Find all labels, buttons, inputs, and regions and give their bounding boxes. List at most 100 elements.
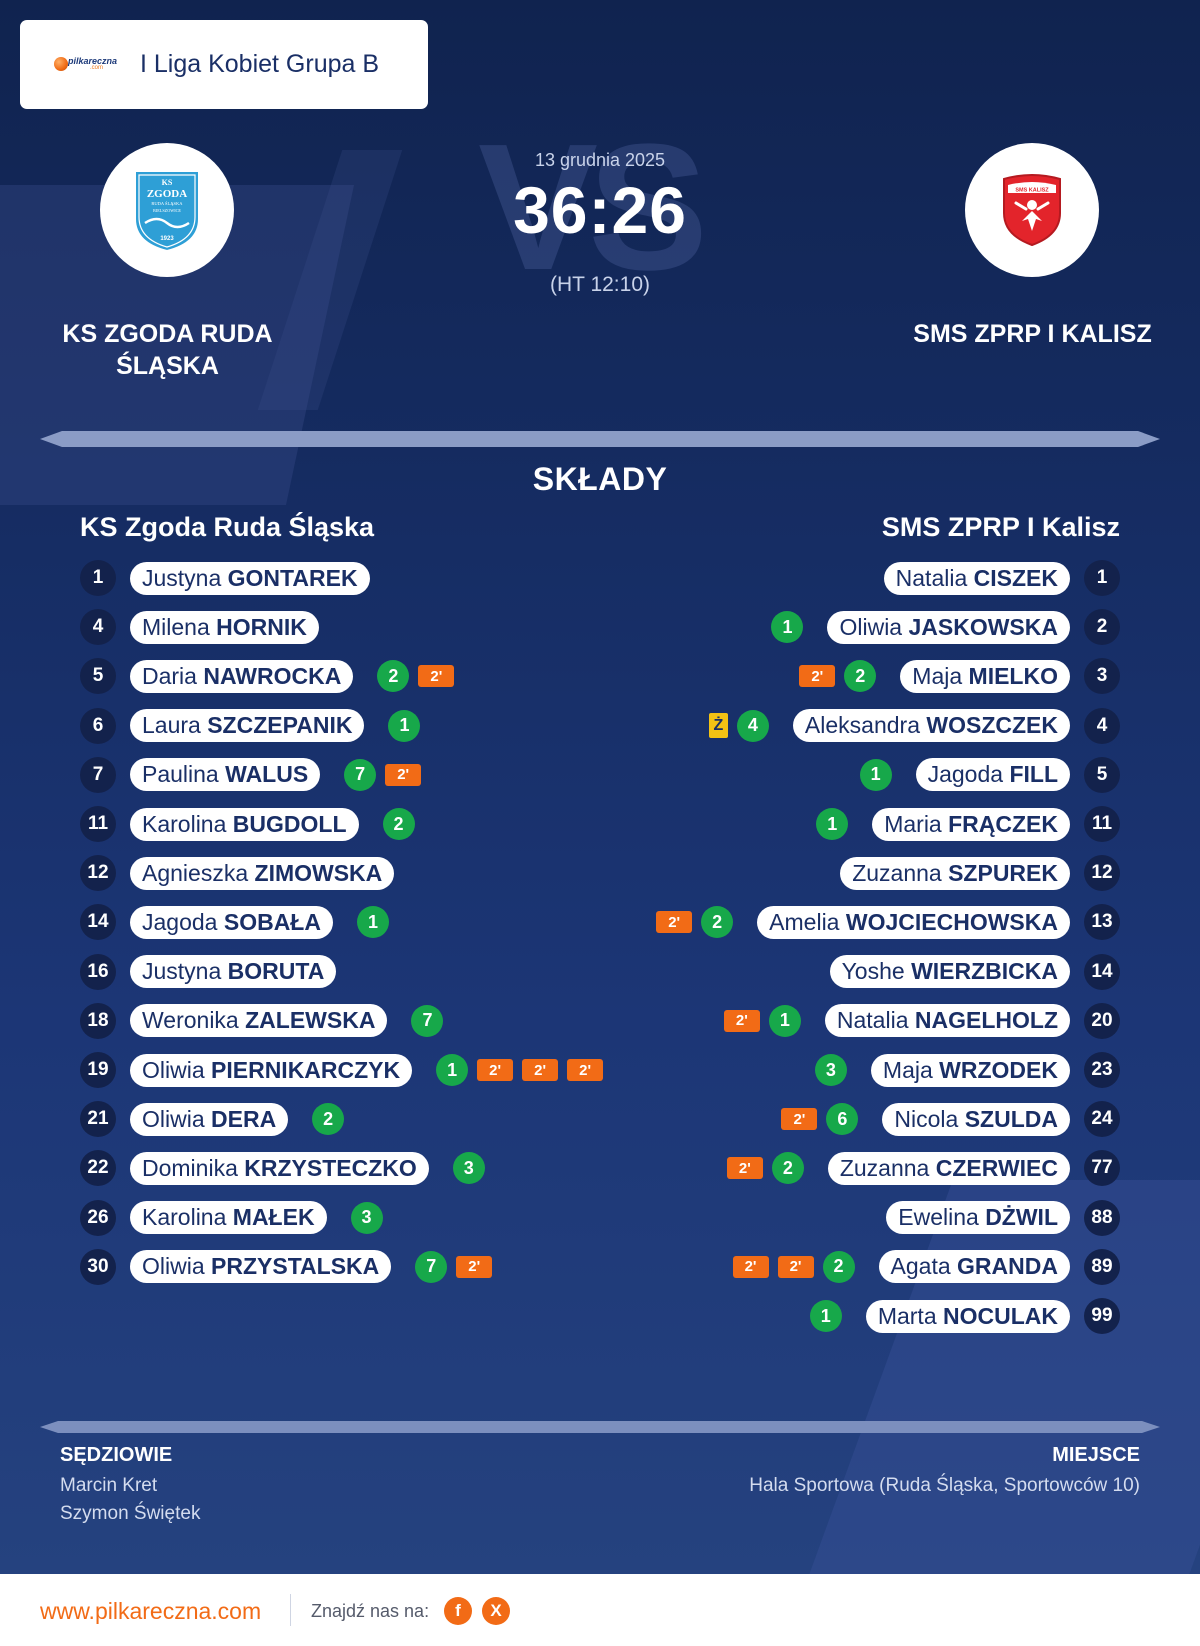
player-name[interactable]: Aleksandra WOSZCZEK <box>792 709 1070 743</box>
player-name[interactable]: Marta NOCULAK <box>865 1299 1070 1333</box>
away-player-row[interactable]: 11 Maria FRĄCZEK 1 <box>816 806 1120 842</box>
player-name[interactable]: Oliwia PRZYSTALSKA <box>130 1250 392 1284</box>
away-player-row[interactable]: 13 Amelia WOJCIECHOWSKA 2 2' <box>656 904 1120 941</box>
player-events: 2 2' <box>656 906 734 939</box>
player-name[interactable]: Weronika ZALEWSKA <box>130 1004 388 1038</box>
player-first-name: Maja <box>912 662 963 689</box>
player-name[interactable]: Jagoda SOBAŁA <box>130 905 333 939</box>
home-player-row[interactable]: 6 Laura SZCZEPANIK 1 <box>80 707 421 744</box>
away-player-row[interactable]: 3 Maja MIELKO 2 2' <box>799 658 1120 695</box>
player-last-name: NOCULAK <box>943 1302 1058 1329</box>
player-name[interactable]: Ewelina DŻWIL <box>886 1201 1070 1235</box>
home-player-row[interactable]: 14 Jagoda SOBAŁA 1 <box>80 904 389 941</box>
player-events: 1 <box>816 808 849 840</box>
away-player-row[interactable]: 24 Nicola SZULDA 6 2' <box>781 1101 1120 1138</box>
away-player-row[interactable]: 2 Oliwia JASKOWSKA 1 <box>771 609 1120 646</box>
home-player-row[interactable]: 18 Weronika ZALEWSKA 7 <box>80 1002 444 1039</box>
away-player-row[interactable]: 89 Agata GRANDA 2 2' 2' <box>732 1248 1120 1285</box>
player-last-name: NAGELHOLZ <box>914 1007 1058 1034</box>
player-name[interactable]: Zuzanna SZPUREK <box>840 856 1070 890</box>
player-name[interactable]: Karolina BUGDOLL <box>130 807 359 841</box>
x-icon[interactable]: X <box>482 1597 510 1625</box>
player-name[interactable]: Nicola SZULDA <box>882 1102 1070 1136</box>
brand-logo[interactable]: pilkareczna .com <box>54 54 120 76</box>
away-player-row[interactable]: 1 Natalia CISZEK <box>883 560 1120 596</box>
goals-badge: 3 <box>452 1152 485 1185</box>
home-player-row[interactable]: 16 Justyna BORUTA <box>80 953 337 990</box>
player-name[interactable]: Maja MIELKO <box>900 659 1070 693</box>
ball-icon <box>54 57 68 71</box>
player-last-name: SZPUREK <box>948 859 1058 886</box>
facebook-icon[interactable]: f <box>444 1597 472 1625</box>
player-events: 2 2' 2' <box>732 1250 855 1283</box>
away-player-row[interactable]: 23 Maja WRZODEK 3 <box>814 1052 1120 1088</box>
home-player-row[interactable]: 4 Milena HORNIK <box>80 609 319 646</box>
player-name[interactable]: Maria FRĄCZEK <box>872 807 1070 841</box>
away-player-row[interactable]: 12 Zuzanna SZPUREK <box>840 855 1120 892</box>
player-first-name: Justyna <box>142 958 222 985</box>
player-last-name: BUGDOLL <box>232 810 347 837</box>
player-first-name: Weronika <box>142 1007 239 1034</box>
player-name[interactable]: Agata GRANDA <box>878 1250 1070 1284</box>
player-name[interactable]: Zuzanna CZERWIEC <box>827 1151 1070 1185</box>
player-name[interactable]: Daria NAWROCKA <box>130 659 354 693</box>
away-crest-icon: SMS KALISZ <box>1003 174 1061 247</box>
goals-badge: 4 <box>736 709 769 742</box>
home-player-row[interactable]: 22 Dominika KRZYSTECZKO 3 <box>80 1150 485 1187</box>
home-player-row[interactable]: 21 Oliwia DERA 2 <box>80 1101 345 1138</box>
player-name[interactable]: Maja WRZODEK <box>870 1053 1070 1087</box>
player-name[interactable]: Jagoda FILL <box>915 758 1070 792</box>
player-number: 19 <box>80 1052 116 1088</box>
player-last-name: WALUS <box>225 761 309 788</box>
player-last-name: DŻWIL <box>985 1204 1058 1231</box>
player-name[interactable]: Justyna BORUTA <box>130 955 337 989</box>
player-first-name: Natalia <box>836 1007 909 1034</box>
player-name[interactable]: Natalia CISZEK <box>883 561 1070 595</box>
suspension-badge: 2' <box>567 1059 604 1081</box>
player-last-name: WIERZBICKA <box>911 958 1058 985</box>
home-player-row[interactable]: 26 Karolina MAŁEK 3 <box>80 1199 383 1236</box>
player-events: 2 2' <box>377 660 455 693</box>
player-last-name: ZIMOWSKA <box>254 859 383 886</box>
site-url-link[interactable]: www.pilkareczna.com <box>40 1598 262 1624</box>
player-first-name: Ewelina <box>898 1204 979 1231</box>
player-name[interactable]: Oliwia JASKOWSKA <box>827 610 1070 644</box>
player-events: 1 2' <box>723 1004 801 1037</box>
home-logo-line-3: RUDA ŚLĄSKA <box>151 201 183 206</box>
player-number: 88 <box>1084 1199 1120 1236</box>
player-name[interactable]: Yoshe WIERZBICKA <box>829 955 1070 989</box>
away-player-row[interactable]: 20 Natalia NAGELHOLZ 1 2' <box>723 1002 1120 1039</box>
home-player-row[interactable]: 12 Agnieszka ZIMOWSKA <box>80 855 395 892</box>
player-last-name: BORUTA <box>227 958 325 985</box>
home-player-row[interactable]: 19 Oliwia PIERNIKARCZYK 1 2' 2' 2' <box>80 1052 604 1088</box>
away-player-row[interactable]: 77 Zuzanna CZERWIEC 2 2' <box>726 1150 1120 1187</box>
player-number: 77 <box>1084 1150 1120 1187</box>
player-name[interactable]: Oliwia PIERNIKARCZYK <box>130 1053 413 1087</box>
venue-text: Hala Sportowa (Ruda Śląska, Sportowców 1… <box>749 1475 1140 1496</box>
away-player-row[interactable]: 4 Aleksandra WOSZCZEK 4 Ż <box>708 707 1120 744</box>
player-name[interactable]: Laura SZCZEPANIK <box>130 709 365 743</box>
home-player-row[interactable]: 1 Justyna GONTAREK <box>80 560 370 596</box>
player-name[interactable]: Dominika KRZYSTECZKO <box>130 1151 429 1185</box>
player-name[interactable]: Milena HORNIK <box>130 610 319 644</box>
home-player-row[interactable]: 11 Karolina BUGDOLL 2 <box>80 806 415 842</box>
player-name[interactable]: Natalia NAGELHOLZ <box>824 1004 1070 1038</box>
player-first-name: Daria <box>142 662 197 689</box>
player-name[interactable]: Paulina WALUS <box>130 758 321 792</box>
home-player-row[interactable]: 30 Oliwia PRZYSTALSKA 7 2' <box>80 1248 493 1285</box>
away-player-row[interactable]: 5 Jagoda FILL 1 <box>859 756 1120 793</box>
suspension-badge: 2' <box>418 665 455 688</box>
player-name[interactable]: Oliwia DERA <box>130 1102 289 1136</box>
away-player-row[interactable]: 88 Ewelina DŻWIL <box>886 1199 1120 1236</box>
away-player-row[interactable]: 14 Yoshe WIERZBICKA <box>829 953 1120 990</box>
player-name[interactable]: Agnieszka ZIMOWSKA <box>130 856 395 890</box>
player-name[interactable]: Karolina MAŁEK <box>130 1201 327 1235</box>
home-player-row[interactable]: 5 Daria NAWROCKA 2 2' <box>80 658 455 695</box>
home-player-row[interactable]: 7 Paulina WALUS 7 2' <box>80 756 422 793</box>
player-name[interactable]: Justyna GONTAREK <box>130 561 370 595</box>
goals-badge: 7 <box>415 1250 448 1283</box>
player-name[interactable]: Amelia WOJCIECHOWSKA <box>757 905 1070 939</box>
away-player-row[interactable]: 99 Marta NOCULAK 1 <box>809 1298 1120 1334</box>
player-events: 1 <box>356 906 389 939</box>
suspension-badge: 2' <box>385 763 422 786</box>
